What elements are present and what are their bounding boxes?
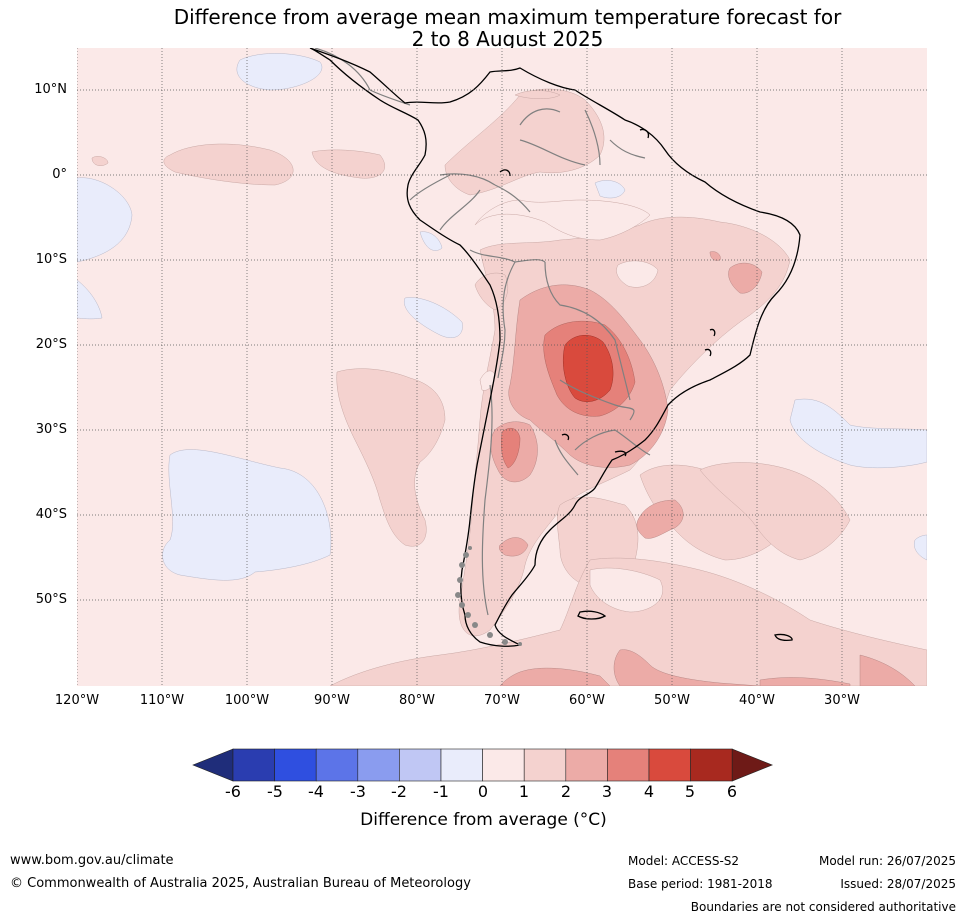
lat-label-10s: 10°S	[35, 252, 67, 267]
colorbar-swatch	[232, 748, 275, 782]
lon-label-100w: 100°W	[224, 693, 270, 708]
colorbar-swatch	[357, 748, 400, 782]
archipelago-islands	[455, 546, 522, 646]
lon-label-50w: 50°W	[654, 693, 690, 708]
colorbar-tick: -2	[391, 782, 407, 801]
colorbar-tick: 4	[643, 782, 655, 801]
colorbar-tick: -5	[267, 782, 283, 801]
colorbar-extend-low	[192, 748, 234, 782]
inner-0-1-areas	[474, 199, 663, 613]
colorbar-swatch	[690, 748, 733, 782]
boundaries-note: Boundaries are not considered authoritat…	[690, 900, 956, 914]
issued-text: Issued: 28/07/2025	[840, 877, 956, 891]
warm-anomaly-4-5-areas	[562, 335, 614, 402]
colorbar-tick: -1	[433, 782, 449, 801]
lat-label-50s: 50°S	[35, 592, 67, 607]
colorbar-tick: 3	[601, 782, 613, 801]
country-borders	[314, 48, 651, 616]
colorbar-swatch	[607, 748, 650, 782]
colorbar-tick: -3	[350, 782, 366, 801]
colorbar-tick: -6	[225, 782, 241, 801]
copyright-text: © Commonwealth of Australia 2025, Austra…	[10, 876, 471, 891]
colorbar-swatch	[399, 748, 442, 782]
lon-label-30w: 30°W	[824, 693, 860, 708]
lon-label-80w: 80°W	[399, 693, 435, 708]
model-text: Model: ACCESS-S2	[628, 854, 740, 868]
coastlines	[309, 48, 801, 647]
gridlines	[77, 48, 927, 686]
colorbar-swatch	[648, 748, 691, 782]
colorbar-tick: 0	[477, 782, 489, 801]
lon-label-40w: 40°W	[739, 693, 775, 708]
colorbar-tick: 6	[726, 782, 738, 801]
website-link[interactable]: www.bom.gov.au/climate	[10, 853, 174, 868]
lat-label-30s: 30°S	[35, 422, 67, 437]
title-line-1: Difference from average mean maximum tem…	[173, 5, 842, 29]
title-line-2: 2 to 8 August 2025	[411, 27, 604, 51]
model-run-text: Model run: 26/07/2025	[818, 854, 956, 868]
cool-anomaly-areas	[77, 53, 927, 581]
lat-label-0: 0°	[52, 167, 67, 182]
lon-label-120w: 120°W	[54, 693, 100, 708]
colorbar-swatch	[315, 748, 359, 782]
colorbar-swatch	[274, 748, 317, 782]
colorbar-swatch	[565, 748, 608, 782]
lon-label-60w: 60°W	[569, 693, 605, 708]
colorbar-swatch	[523, 748, 567, 782]
colorbar-label: Difference from average (°C)	[360, 810, 607, 830]
lat-label-40s: 40°S	[35, 507, 67, 522]
colorbar-swatch	[440, 748, 483, 782]
lat-label-20s: 20°S	[35, 337, 67, 352]
lon-label-70w: 70°W	[484, 693, 520, 708]
colorbar-tick: 5	[684, 782, 696, 801]
colorbar-tick: 2	[560, 782, 572, 801]
base-period-text: Base period: 1981-2018	[628, 877, 773, 891]
lon-label-90w: 90°W	[314, 693, 350, 708]
colorbar-extend-high	[731, 748, 774, 782]
lon-label-110w: 110°W	[139, 693, 185, 708]
lat-label-10n: 10°N	[34, 82, 67, 97]
colorbar-tick: 1	[518, 782, 530, 801]
colorbar-tick: -4	[308, 782, 324, 801]
colorbar-swatch	[482, 748, 525, 782]
